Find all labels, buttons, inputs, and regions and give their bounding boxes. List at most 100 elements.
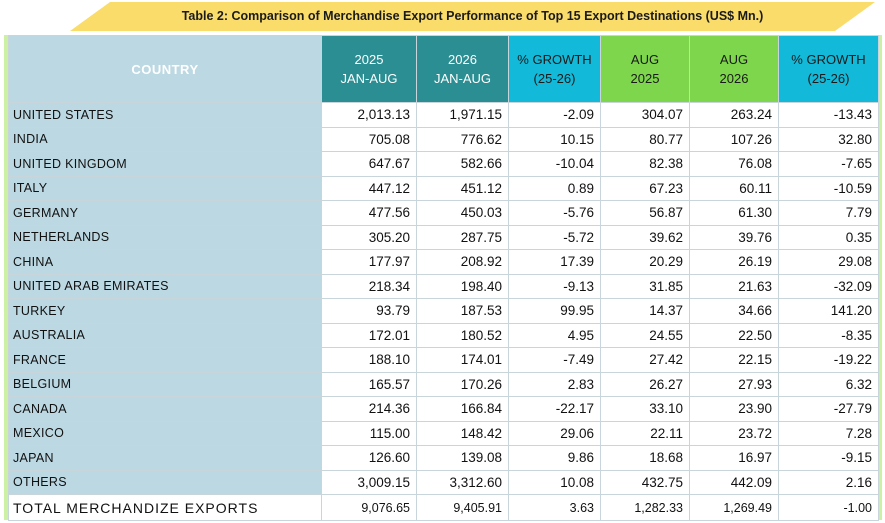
cell-ytd-2025: 447.12 [321, 175, 417, 201]
cell-aug-2026: 26.19 [689, 249, 779, 275]
cell-growth-ytd: 10.15 [508, 126, 601, 152]
cell-aug-2026: 23.72 [689, 420, 779, 446]
cell-ytd-2026: 9,405.91 [416, 494, 509, 521]
header-ytd-2025-line2: JAN-AUG [340, 71, 398, 86]
cell-ytd-2025: 126.60 [321, 445, 417, 471]
cell-ytd-2026: 450.03 [416, 200, 509, 226]
table-row: AUSTRALIA 172.01 180.52 4.95 24.55 22.50 -8.35 [8, 322, 879, 348]
cell-aug-2025: 432.75 [600, 469, 690, 495]
title-banner: Table 2: Comparison of Merchandise Expor… [70, 0, 875, 33]
cell-growth-ytd: -5.72 [508, 224, 601, 250]
cell-aug-2025: 18.68 [600, 445, 690, 471]
cell-growth-ytd: -5.76 [508, 200, 601, 226]
cell-ytd-2026: 1,971.15 [416, 102, 509, 128]
cell-country: GERMANY [8, 200, 322, 226]
cell-ytd-2025: 218.34 [321, 273, 417, 299]
table-row: CHINA 177.97 208.92 17.39 20.29 26.19 29.08 [8, 249, 879, 275]
table-row: UNITED STATES 2,013.13 1,971.15 -2.09 304.07… [8, 102, 879, 128]
cell-growth-ytd: -22.17 [508, 396, 601, 422]
cell-aug-2026: 21.63 [689, 273, 779, 299]
cell-ytd-2025: 305.20 [321, 224, 417, 250]
cell-aug-2025: 20.29 [600, 249, 690, 275]
cell-growth-ytd: 10.08 [508, 469, 601, 495]
header-aug-2026-line1: AUG [719, 52, 749, 67]
cell-country: FRANCE [8, 347, 322, 373]
cell-country: INDIA [8, 126, 322, 152]
cell-growth-ytd: 99.95 [508, 298, 601, 324]
cell-country: UNITED ARAB EMIRATES [8, 273, 322, 299]
cell-growth-ytd: 3.63 [508, 494, 601, 521]
header-country: COUNTRY [8, 35, 322, 103]
cell-aug-2026: 22.50 [689, 322, 779, 348]
cell-ytd-2026: 451.12 [416, 175, 509, 201]
cell-ytd-2025: 177.97 [321, 249, 417, 275]
table-row: TURKEY 93.79 187.53 99.95 14.37 34.66 141.20 [8, 298, 879, 324]
cell-aug-2026: 34.66 [689, 298, 779, 324]
cell-aug-2026: 61.30 [689, 200, 779, 226]
cell-aug-2026: 22.15 [689, 347, 779, 373]
cell-country: NETHERLANDS [8, 224, 322, 250]
cell-aug-2026: 27.93 [689, 371, 779, 397]
cell-ytd-2025: 188.10 [321, 347, 417, 373]
cell-ytd-2026: 776.62 [416, 126, 509, 152]
cell-growth-aug: 7.79 [778, 200, 879, 226]
cell-ytd-2026: 187.53 [416, 298, 509, 324]
cell-aug-2025: 304.07 [600, 102, 690, 128]
cell-ytd-2025: 115.00 [321, 420, 417, 446]
table-row: OTHERS 3,009.15 3,312.60 10.08 432.75 442.09 2… [8, 469, 879, 495]
cell-ytd-2025: 705.08 [321, 126, 417, 152]
header-ytd-2026: 2026 JAN-AUG [416, 35, 509, 103]
cell-growth-ytd: 9.86 [508, 445, 601, 471]
cell-ytd-2025: 647.67 [321, 151, 417, 177]
table-row: NETHERLANDS 305.20 287.75 -5.72 39.62 39.76 0.… [8, 224, 879, 250]
cell-ytd-2025: 93.79 [321, 298, 417, 324]
cell-ytd-2026: 174.01 [416, 347, 509, 373]
table-frame: COUNTRY 2025 JAN-AUG 2026 JAN-AUG % GROWTH… [4, 35, 882, 521]
cell-aug-2026: 76.08 [689, 151, 779, 177]
cell-aug-2025: 56.87 [600, 200, 690, 226]
cell-aug-2025: 39.62 [600, 224, 690, 250]
cell-aug-2026: 1,269.49 [689, 494, 779, 521]
cell-aug-2025: 31.85 [600, 273, 690, 299]
cell-ytd-2026: 166.84 [416, 396, 509, 422]
header-row: COUNTRY 2025 JAN-AUG 2026 JAN-AUG % GROWTH… [8, 35, 879, 103]
cell-country: CHINA [8, 249, 322, 275]
cell-aug-2025: 67.23 [600, 175, 690, 201]
table-row: MEXICO 115.00 148.42 29.06 22.11 23.72 7.28 [8, 420, 879, 446]
cell-aug-2025: 22.11 [600, 420, 690, 446]
cell-growth-aug: -27.79 [778, 396, 879, 422]
cell-ytd-2025: 477.56 [321, 200, 417, 226]
cell-country: MEXICO [8, 420, 322, 446]
cell-aug-2025: 33.10 [600, 396, 690, 422]
cell-aug-2026: 263.24 [689, 102, 779, 128]
cell-aug-2025: 82.38 [600, 151, 690, 177]
cell-aug-2025: 27.42 [600, 347, 690, 373]
cell-aug-2026: 16.97 [689, 445, 779, 471]
cell-growth-aug: -10.59 [778, 175, 879, 201]
cell-growth-aug: -9.15 [778, 445, 879, 471]
cell-growth-ytd: 0.89 [508, 175, 601, 201]
export-table: COUNTRY 2025 JAN-AUG 2026 JAN-AUG % GROWTH… [8, 35, 879, 521]
table-row: CANADA 214.36 166.84 -22.17 33.10 23.90 -27.79 [8, 396, 879, 422]
header-aug-2025: AUG 2025 [600, 35, 690, 103]
cell-growth-ytd: 4.95 [508, 322, 601, 348]
cell-country: JAPAN [8, 445, 322, 471]
cell-growth-aug: 7.28 [778, 420, 879, 446]
cell-country: UNITED KINGDOM [8, 151, 322, 177]
cell-aug-2025: 24.55 [600, 322, 690, 348]
cell-growth-ytd: 2.83 [508, 371, 601, 397]
cell-country: AUSTRALIA [8, 322, 322, 348]
table-row: INDIA 705.08 776.62 10.15 80.77 107.26 32.80 [8, 126, 879, 152]
table-row: FRANCE 188.10 174.01 -7.49 27.42 22.15 -19.22 [8, 347, 879, 373]
cell-ytd-2025: 172.01 [321, 322, 417, 348]
cell-aug-2026: 39.76 [689, 224, 779, 250]
cell-country: TOTAL MERCHANDIZE EXPORTS [8, 494, 322, 521]
cell-growth-aug: 0.35 [778, 224, 879, 250]
cell-ytd-2025: 2,013.13 [321, 102, 417, 128]
cell-aug-2026: 60.11 [689, 175, 779, 201]
total-row: TOTAL MERCHANDIZE EXPORTS 9,076.65 9,405.9… [8, 494, 879, 521]
table-body: UNITED STATES 2,013.13 1,971.15 -2.09 304.07… [8, 102, 879, 521]
table-row: ITALY 447.12 451.12 0.89 67.23 60.11 -10.59 [8, 175, 879, 201]
cell-aug-2025: 1,282.33 [600, 494, 690, 521]
header-growth-ytd: % GROWTH (25-26) [508, 35, 601, 103]
